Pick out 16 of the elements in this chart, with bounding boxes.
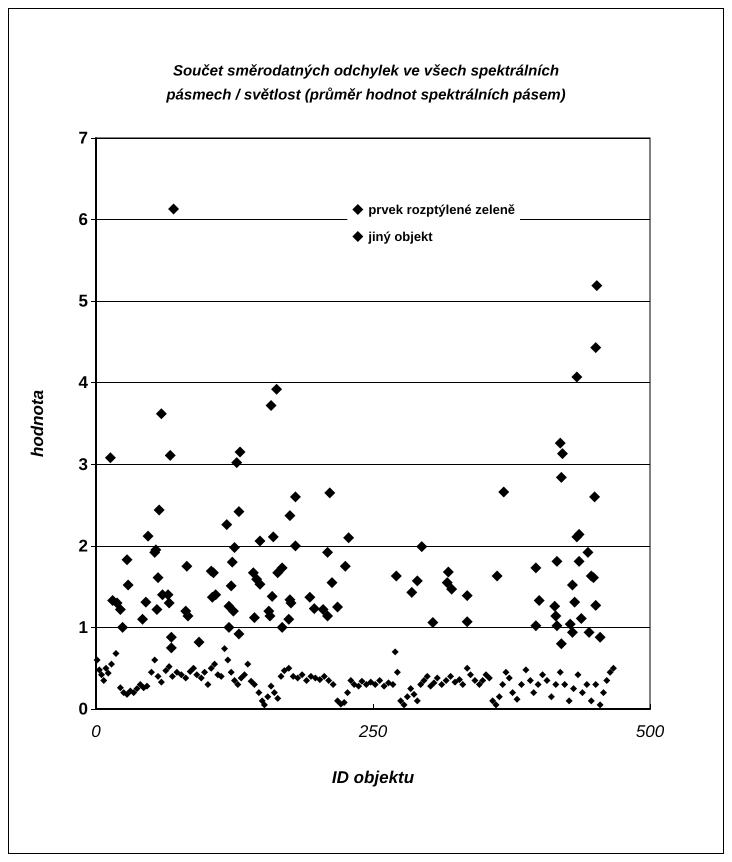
y-tick-label: 1	[78, 618, 88, 637]
legend-label: prvek rozptýlené zeleně	[368, 202, 516, 217]
y-tick-label: 4	[78, 373, 89, 392]
y-tick-label: 3	[78, 454, 88, 474]
legend-label: jiný objekt	[367, 229, 434, 244]
y-tick-label: 7	[78, 128, 88, 148]
x-tick-label: 500	[636, 722, 665, 741]
chart-title: Součet směrodatných odchylek ve všech spektrálních pásmech / světlost (průměr hodnot spektrálních pásem)	[165, 62, 566, 104]
y-tick-label: 0	[78, 700, 88, 718]
y-tick-label: 5	[78, 292, 88, 311]
y-tick-label: 2	[78, 536, 88, 556]
x-tick-label: 250	[358, 722, 388, 741]
x-tick-label: 0	[91, 722, 102, 741]
y-axis-title: hodnota	[28, 390, 47, 458]
y-tick-label: 6	[78, 210, 88, 230]
x-axis-title: ID objektu	[332, 768, 415, 787]
